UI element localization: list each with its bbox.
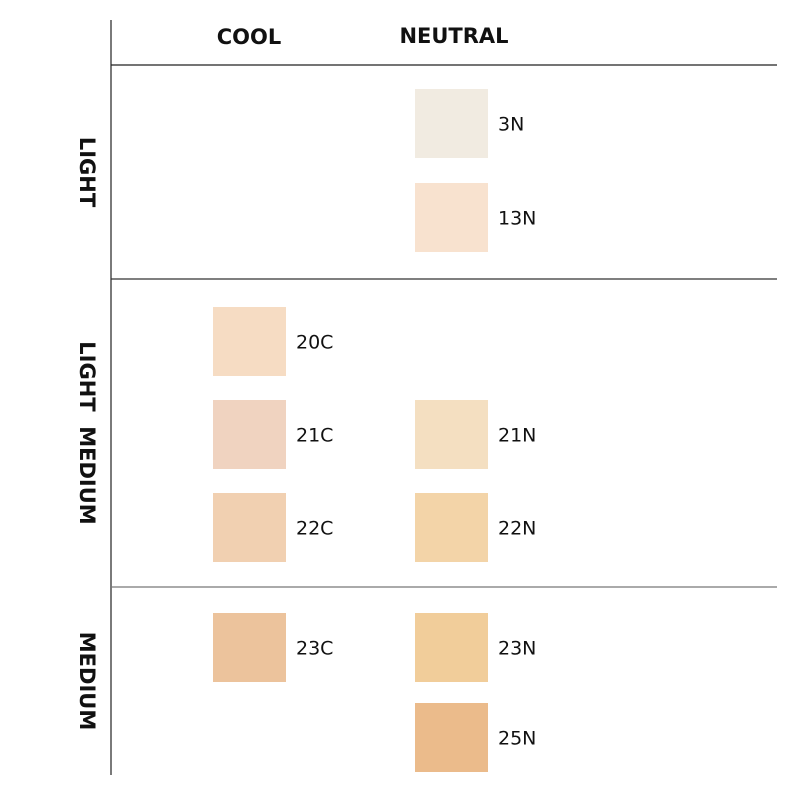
shade-label: 20C — [296, 332, 333, 354]
shade-label: 23C — [296, 638, 333, 660]
shade-label: 25N — [498, 728, 536, 750]
shade-swatch — [213, 493, 286, 562]
shade-label: 21C — [296, 425, 333, 447]
shade-label: 22C — [296, 518, 333, 540]
shade-swatch — [213, 307, 286, 376]
row-header: MEDIUM — [75, 632, 99, 730]
shade-swatch — [415, 703, 488, 772]
row-header: LIGHT MEDIUM — [75, 341, 99, 524]
row-header: LIGHT — [75, 137, 99, 208]
shade-label: 3N — [498, 114, 524, 136]
shade-label: 21N — [498, 425, 536, 447]
shade-swatch — [213, 613, 286, 682]
shade-label: 13N — [498, 208, 536, 230]
shade-swatch — [213, 400, 286, 469]
shade-label: 23N — [498, 638, 536, 660]
column-header: COOL — [217, 25, 282, 49]
shade-swatch — [415, 613, 488, 682]
shade-swatch — [415, 493, 488, 562]
shade-label: 22N — [498, 518, 536, 540]
shade-swatch — [415, 89, 488, 158]
shade-swatch — [415, 400, 488, 469]
column-header: NEUTRAL — [399, 24, 508, 48]
shade-swatch — [415, 183, 488, 252]
